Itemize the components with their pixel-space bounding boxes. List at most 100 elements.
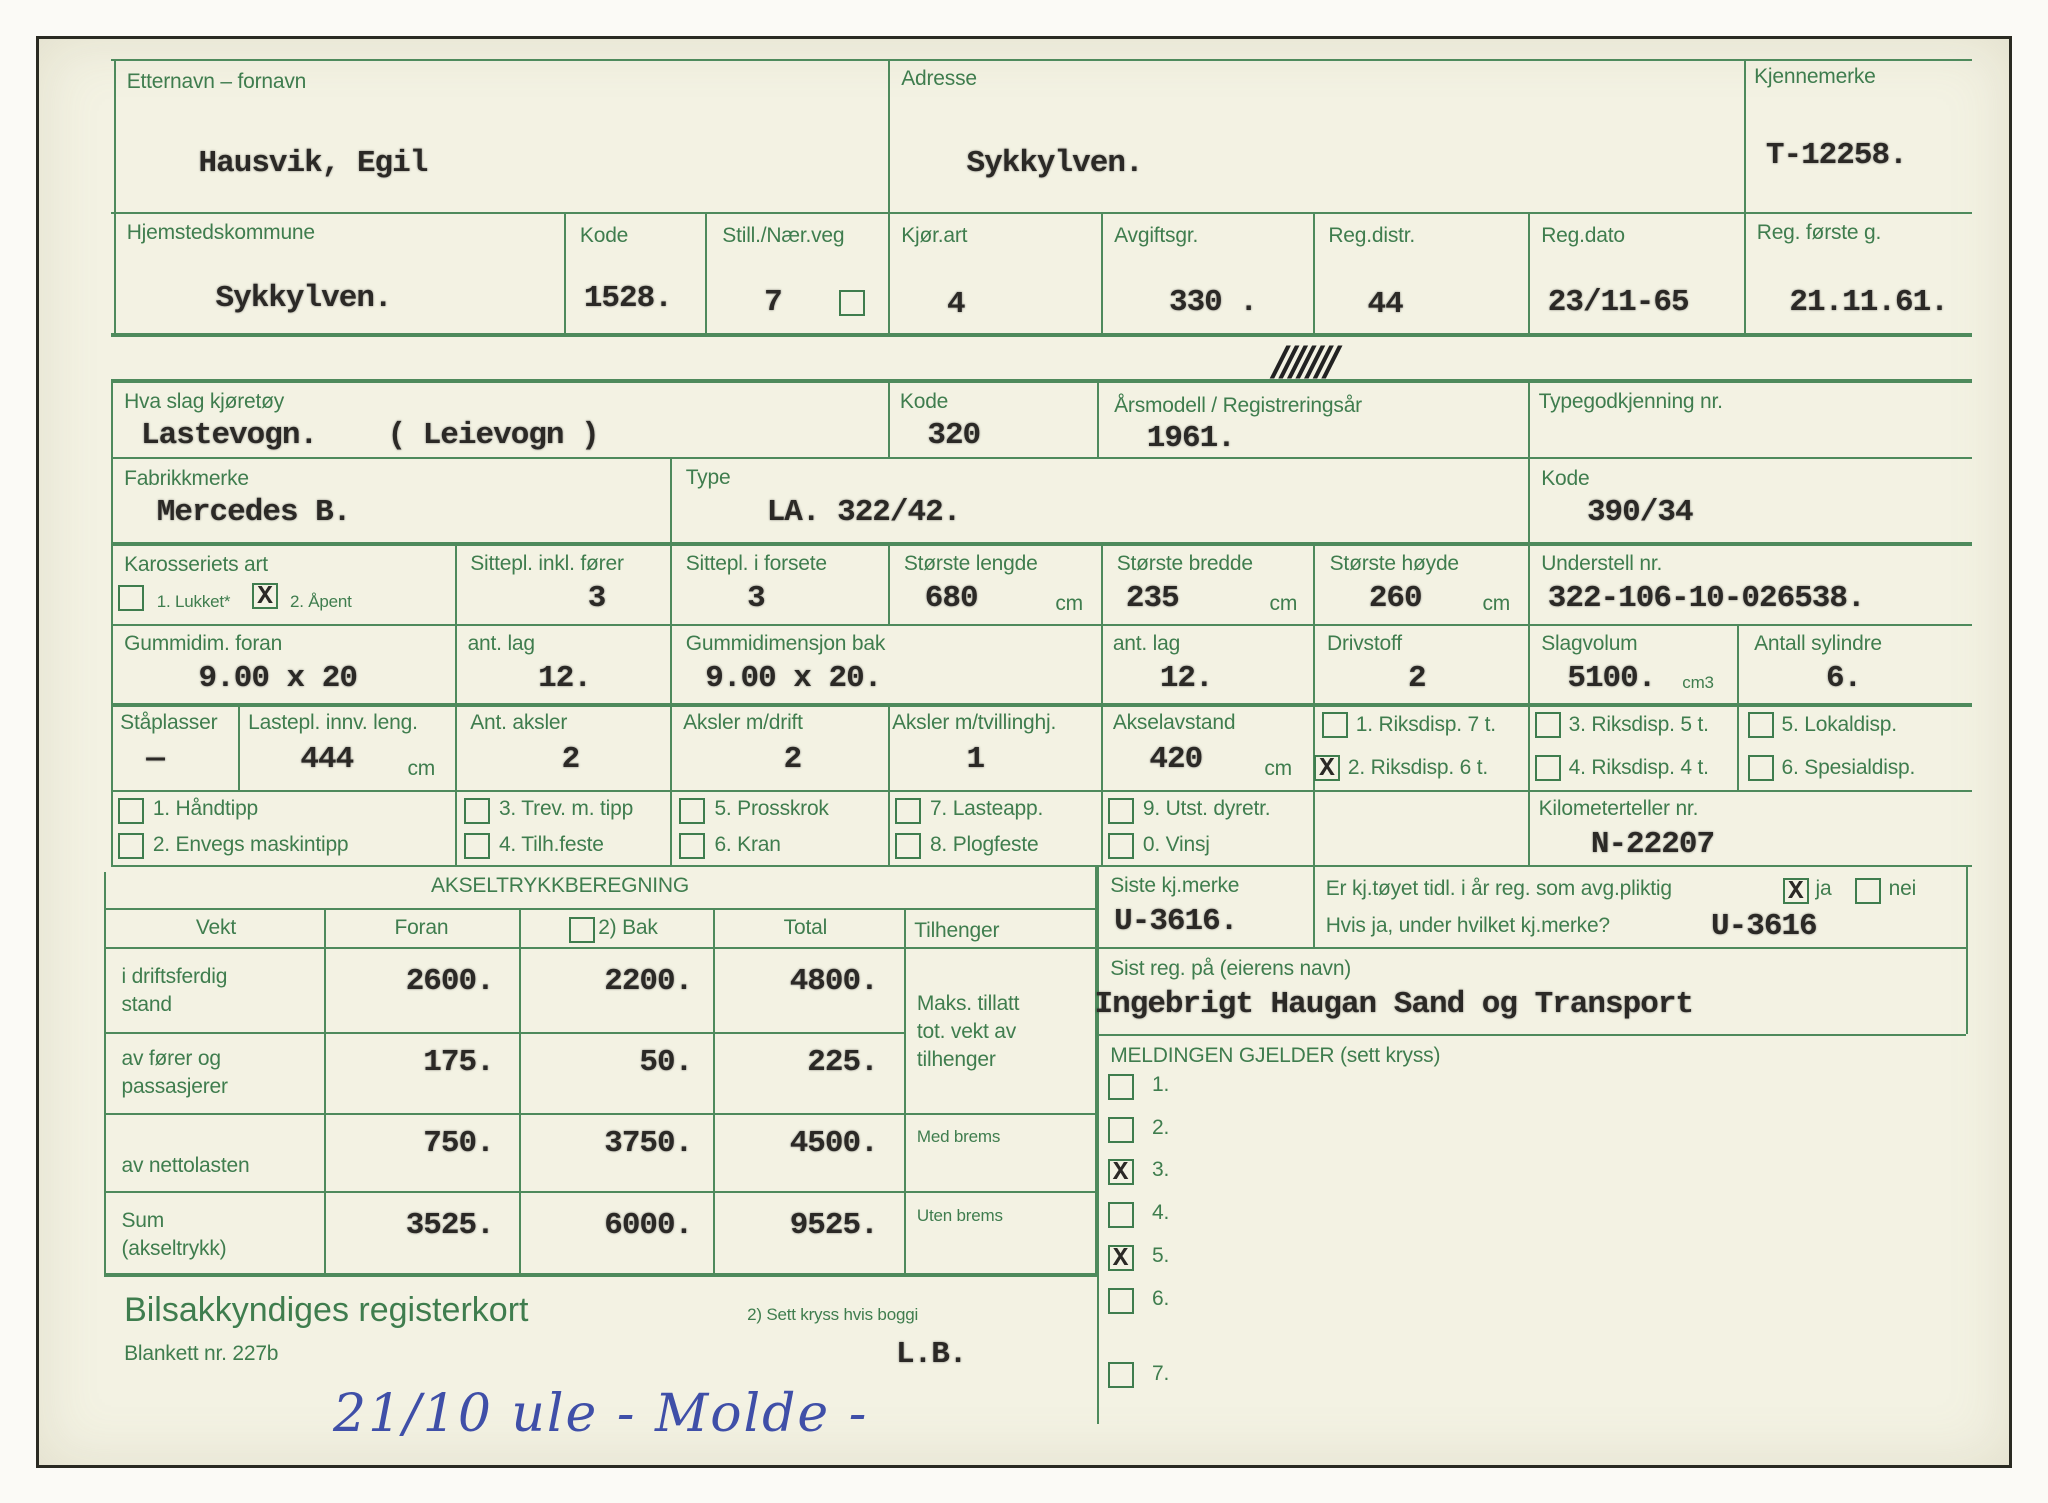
divider (670, 542, 673, 703)
plies-front-label: ant. lag (467, 631, 535, 655)
divider (1101, 542, 1104, 791)
equipment-checkbox[interactable] (463, 798, 490, 825)
width-label: Største bredde (1116, 551, 1253, 575)
dispensation-checkbox[interactable] (1534, 754, 1561, 781)
equipment-checkbox[interactable] (894, 833, 921, 860)
notice-checkbox[interactable]: X (1107, 1244, 1134, 1271)
notice-checkbox[interactable] (1107, 1287, 1134, 1314)
total-value: 4800. (789, 963, 879, 999)
avgift-value: 330 . (1168, 284, 1258, 320)
chassis-label: Understell nr. (1541, 551, 1663, 575)
divider (104, 946, 1095, 949)
dispensation-checkbox[interactable] (1747, 711, 1774, 738)
col-trailer: Tilhenger (914, 918, 1000, 942)
divider (111, 790, 1973, 793)
yes-checkbox[interactable]: X (1782, 877, 1809, 904)
divider (454, 542, 457, 625)
regdato-label: Reg.dato (1541, 224, 1625, 248)
dispensation-label: 1. Riksdisp. 7 t. (1355, 712, 1496, 736)
dispensation-checkbox[interactable] (1321, 711, 1348, 738)
divider (1101, 211, 1104, 334)
equipment-checkbox[interactable] (117, 798, 144, 825)
equipment-label: 2. Envegs maskintipp (152, 832, 349, 856)
front-value: 750. (423, 1125, 494, 1161)
dispensation-checkbox[interactable] (1747, 754, 1774, 781)
divider (111, 864, 1973, 867)
dispensation-checkbox[interactable] (1534, 711, 1561, 738)
plate-label: Kjennemerke (1754, 64, 1876, 88)
still-checkbox[interactable] (838, 289, 865, 316)
vehicle-kode-label: Kode (899, 389, 949, 413)
divider (104, 1273, 1098, 1278)
last-plate-value: U-3616. (1114, 903, 1238, 939)
notice-checkbox[interactable] (1107, 1362, 1134, 1389)
seats-label: Sittepl. inkl. fører (470, 551, 624, 575)
notice-option-label: 7. (1152, 1361, 1170, 1385)
notice-option-label: 6. (1152, 1287, 1170, 1311)
divider (1101, 702, 1104, 865)
divider (705, 211, 708, 334)
odometer-value: N-22207 (1590, 826, 1715, 862)
last-owner-label: Sist reg. på (eierens navn) (1110, 956, 1352, 980)
divider (518, 907, 521, 1274)
body-closed-label: 1. Lukket* (156, 591, 231, 611)
wheelbase-value: 420 (1149, 741, 1203, 777)
equipment-checkbox[interactable] (679, 798, 706, 825)
fuel-label: Drivstoff (1327, 631, 1402, 655)
notice-checkbox[interactable] (1107, 1116, 1134, 1143)
approval-label: Typegodkjenning nr. (1538, 389, 1723, 413)
rear-value: 6000. (604, 1208, 693, 1244)
plate-value: T-12258. (1765, 138, 1908, 174)
trailer-max-label: Maks. tillatt tot. vekt av tilhenger (916, 992, 1020, 1072)
driven-axles-label: Aksler m/drift (683, 711, 803, 735)
divider (1528, 542, 1531, 865)
still-value: 7 (764, 284, 783, 320)
equipment-checkbox[interactable] (1107, 833, 1134, 860)
equipment-checkbox[interactable] (117, 833, 144, 860)
regdistr-label: Reg.distr. (1328, 224, 1416, 248)
first-reg-label: Reg. første g. (1756, 221, 1882, 245)
initials: L.B. (896, 1337, 967, 1373)
kode-value: 1528. (583, 280, 673, 316)
driven-axles-value: 2 (783, 741, 803, 777)
divider (454, 624, 457, 703)
make-value: Mercedes B. (156, 495, 352, 531)
body-label: Karosseriets art (124, 553, 268, 577)
front-seats-value: 3 (747, 581, 766, 617)
body-closed-checkbox[interactable] (117, 585, 144, 612)
equipment-checkbox[interactable] (1107, 798, 1134, 825)
equipment-label: 9. Utst. dyretr. (1142, 797, 1271, 821)
notice-option-label: 1. (1152, 1073, 1170, 1097)
divider (104, 1031, 904, 1034)
body-open-checkbox[interactable]: X (252, 582, 279, 609)
divider (888, 58, 891, 334)
kode2-value: 390/34 (1586, 495, 1694, 531)
notice-checkbox[interactable] (1107, 1201, 1134, 1228)
vehicle-type-value: Lastevogn. ( Leievogn ) (141, 417, 600, 453)
rear-value: 2200. (604, 963, 693, 999)
dispensation-checkbox[interactable]: X (1313, 754, 1340, 781)
notice-checkbox[interactable] (1107, 1073, 1134, 1100)
bogie-checkbox[interactable] (569, 916, 596, 943)
col-weight: Vekt (195, 916, 236, 940)
divider (113, 58, 116, 334)
avgift-label: Avgiftsgr. (1114, 224, 1199, 248)
address-label: Adresse (901, 67, 977, 91)
equipment-checkbox[interactable] (679, 833, 706, 860)
equipment-checkbox[interactable] (463, 833, 490, 860)
notice-checkbox[interactable]: X (1107, 1158, 1134, 1185)
width-unit: cm (1269, 592, 1298, 616)
body-open-label: 2. Åpent (289, 591, 352, 611)
divider (104, 872, 107, 1274)
plies-rear-value: 12. (1159, 660, 1214, 696)
front-seats-label: Sittepl. i forsete (685, 551, 827, 575)
dispensation-label: 4. Riksdisp. 4 t. (1568, 755, 1709, 779)
tire-front-value: 9.00 x 20 (198, 660, 358, 696)
dispensation-label: 3. Riksdisp. 5 t. (1568, 712, 1709, 736)
seats-value: 3 (587, 581, 607, 617)
equipment-checkbox[interactable] (894, 798, 921, 825)
row-label: Sum (akseltrykk) (121, 1208, 227, 1260)
divider (111, 624, 1973, 627)
divider (1743, 58, 1746, 212)
no-checkbox[interactable] (1854, 877, 1881, 904)
